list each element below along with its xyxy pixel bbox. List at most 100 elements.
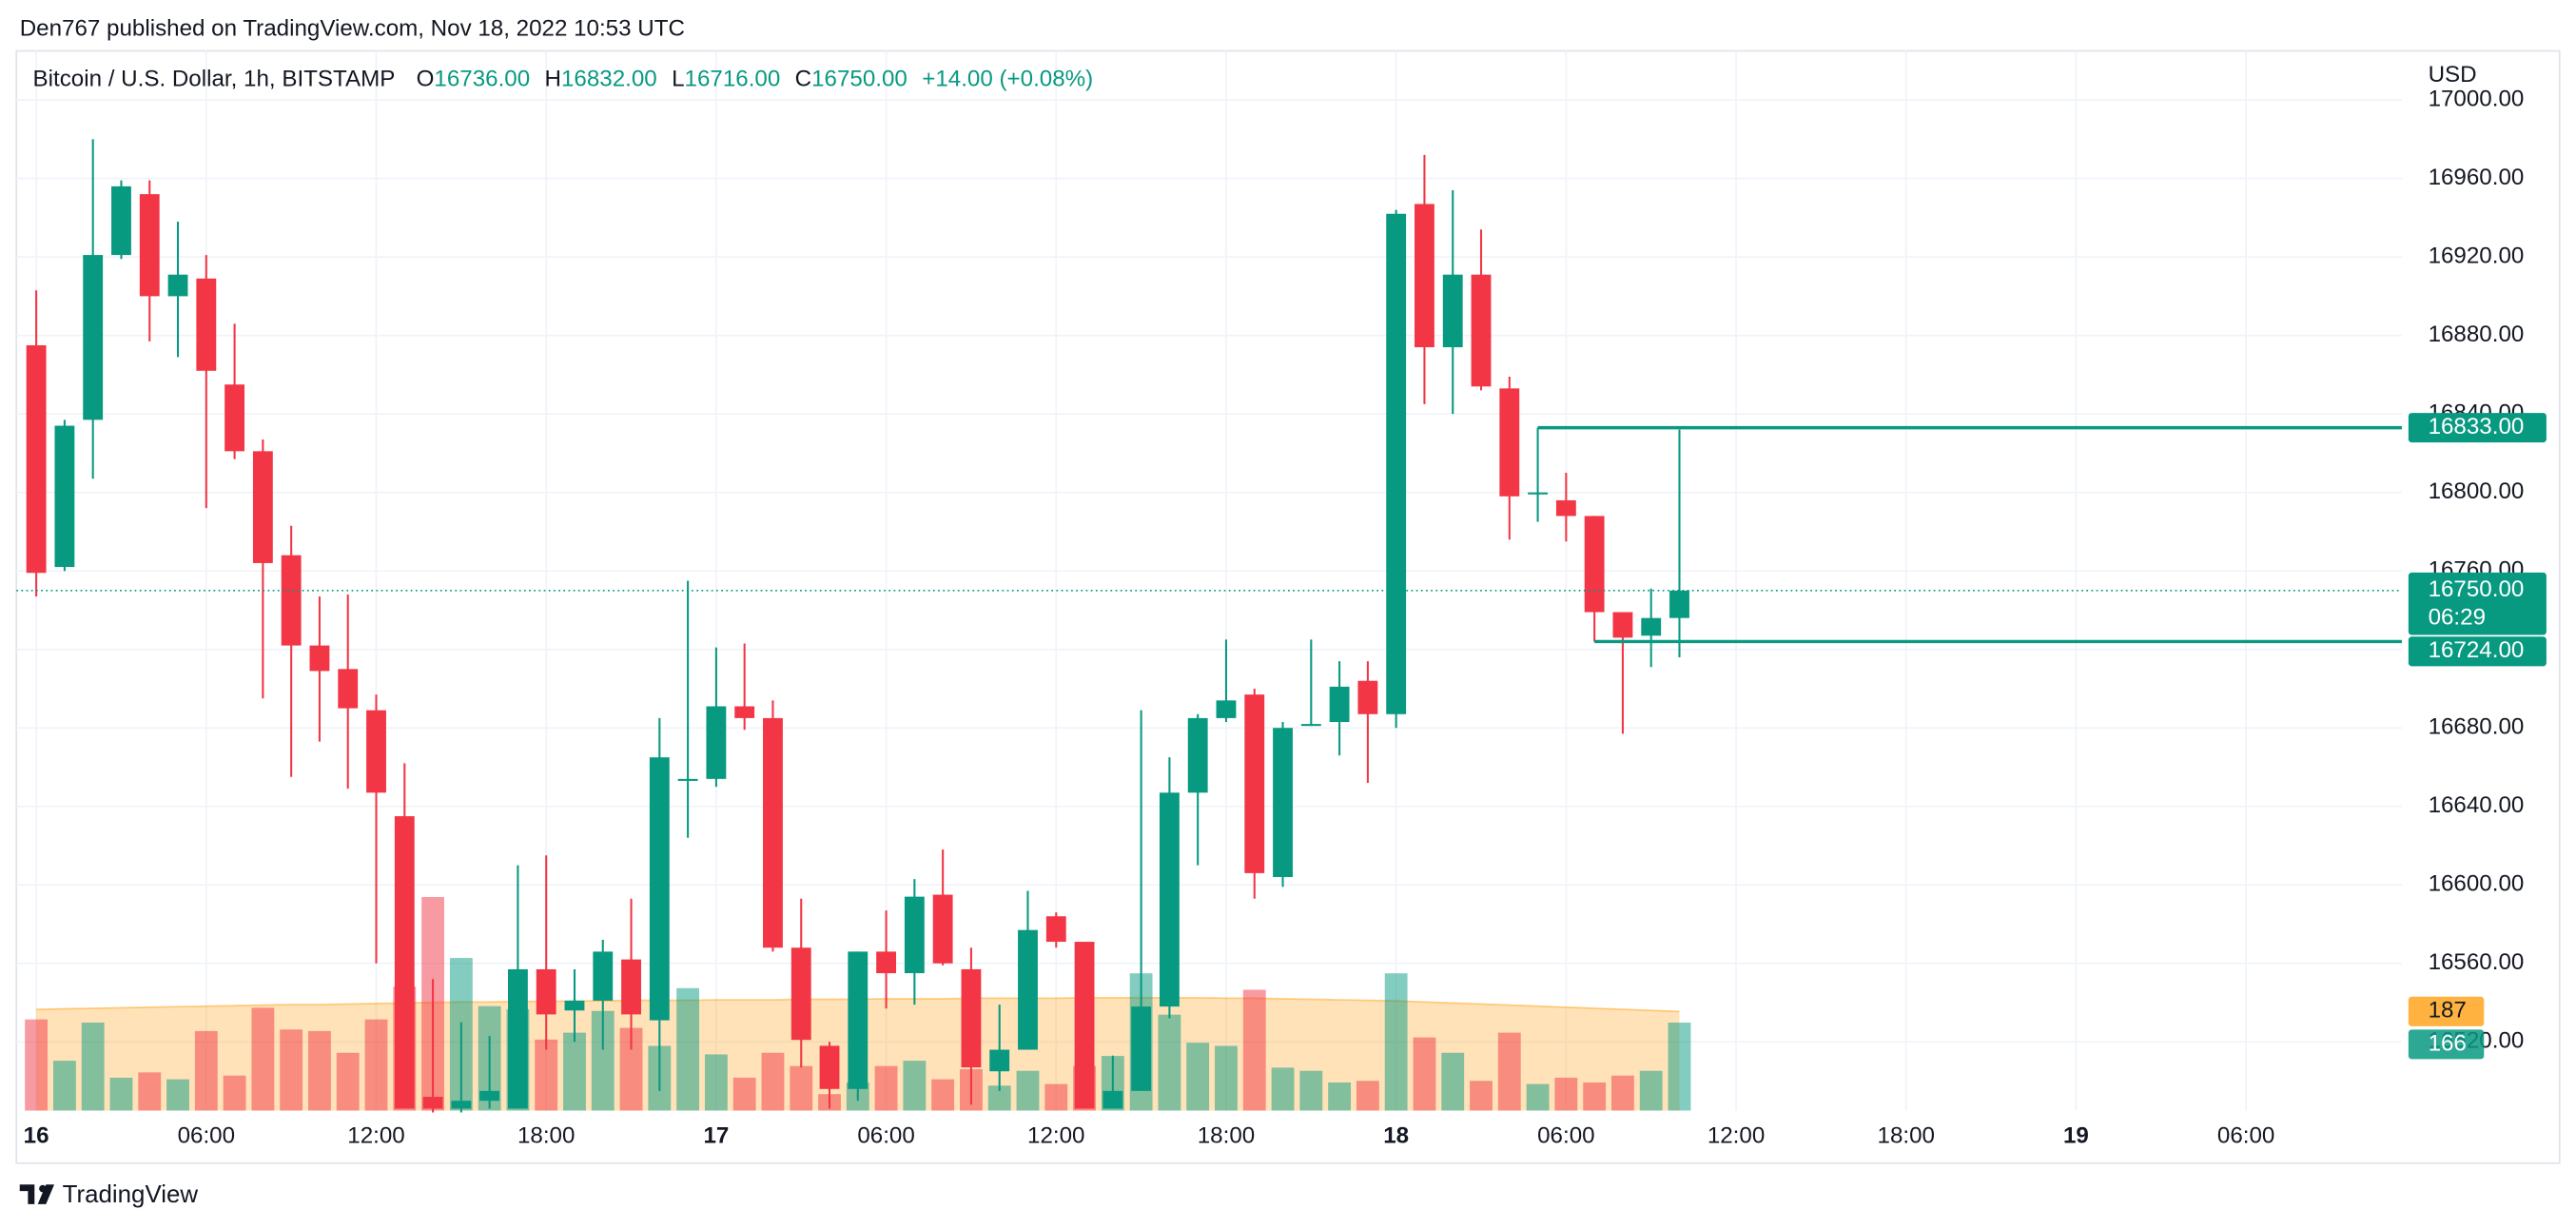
candle-body bbox=[564, 1000, 585, 1011]
candle-body bbox=[139, 194, 160, 297]
volume-bar bbox=[1384, 973, 1408, 1111]
candle-body bbox=[904, 896, 925, 974]
volume-bar bbox=[1526, 1083, 1550, 1111]
candle-body bbox=[593, 951, 614, 1001]
candle-body bbox=[734, 706, 755, 718]
volume-ma-box bbox=[2408, 996, 2485, 1026]
candle-body bbox=[876, 951, 897, 974]
volume-bar bbox=[1328, 1082, 1352, 1111]
volume-label: 166 bbox=[2429, 1030, 2467, 1056]
candle-body bbox=[819, 1045, 840, 1089]
volume-bar bbox=[1470, 1081, 1493, 1111]
candle-body bbox=[422, 1097, 443, 1109]
volume-bar bbox=[25, 1019, 49, 1111]
volume-bar bbox=[676, 987, 700, 1111]
candle-body bbox=[1300, 724, 1321, 727]
logo-dot bbox=[39, 1184, 47, 1193]
legend-key: O bbox=[417, 67, 435, 92]
volume-bar bbox=[1356, 1081, 1379, 1111]
candle-body bbox=[83, 255, 104, 420]
x-tick-label: 16 bbox=[24, 1123, 49, 1149]
last-price-label: 16750.00 bbox=[2429, 576, 2525, 602]
volume-bar bbox=[1554, 1077, 1578, 1111]
volume-ma-label: 187 bbox=[2429, 998, 2467, 1024]
candle-body bbox=[281, 555, 302, 646]
header: Den767 published on TradingView.com, Nov… bbox=[20, 15, 685, 41]
candle-body bbox=[224, 384, 245, 452]
candle-body bbox=[1045, 916, 1066, 943]
volume-bar bbox=[761, 1052, 785, 1111]
volume-bar bbox=[223, 1075, 246, 1111]
footer-brand: TradingView bbox=[63, 1181, 199, 1208]
level-label: 16833.00 bbox=[2429, 414, 2525, 439]
candle-body bbox=[1669, 590, 1689, 618]
legend-key: C bbox=[795, 67, 811, 92]
volume-bar bbox=[308, 1030, 331, 1111]
grid bbox=[16, 50, 2402, 1111]
candle-body bbox=[1386, 213, 1407, 714]
candle-body bbox=[338, 669, 359, 709]
candle-body bbox=[1159, 792, 1180, 1007]
candle-body bbox=[1555, 499, 1576, 517]
candle-body bbox=[1273, 728, 1293, 878]
volume-bar bbox=[109, 1077, 133, 1111]
volume-bar bbox=[251, 1007, 275, 1111]
candle-body bbox=[1187, 717, 1208, 793]
candle-body bbox=[677, 778, 698, 781]
volume-bar bbox=[1016, 1070, 1040, 1111]
candle-body bbox=[507, 968, 528, 1109]
volume-bar bbox=[987, 1085, 1011, 1111]
volume-bar bbox=[52, 1061, 76, 1111]
y-tick-label: 16640.00 bbox=[2429, 792, 2525, 818]
candle-body bbox=[961, 968, 982, 1068]
candle-body bbox=[1329, 686, 1350, 723]
volume-bar bbox=[166, 1079, 189, 1111]
volume-bar bbox=[1186, 1043, 1210, 1111]
legend-change: +14.00 (+0.08%) bbox=[922, 67, 1093, 92]
candle-body bbox=[26, 344, 47, 574]
volume-bar bbox=[364, 1019, 388, 1111]
volume-bar bbox=[790, 1065, 813, 1111]
x-tick-label: 12:00 bbox=[347, 1123, 404, 1149]
candle-body bbox=[1103, 1090, 1123, 1109]
candle-body bbox=[706, 706, 727, 779]
legend-value: 16832.00 bbox=[561, 67, 657, 92]
candle-body bbox=[763, 717, 783, 948]
candle-body bbox=[1131, 1006, 1152, 1091]
candle-body bbox=[394, 816, 415, 1109]
x-tick-label: 06:00 bbox=[1537, 1123, 1594, 1149]
chart-frame bbox=[15, 49, 2561, 1164]
volume-bar bbox=[138, 1072, 162, 1111]
candle-body bbox=[1244, 694, 1265, 873]
volume-bar bbox=[704, 1054, 728, 1111]
x-tick-label: 06:00 bbox=[178, 1123, 235, 1149]
x-tick-label: 18 bbox=[1383, 1123, 1409, 1149]
x-tick-label: 18:00 bbox=[1878, 1123, 1935, 1149]
candle-body bbox=[111, 185, 131, 256]
candle-body bbox=[451, 1101, 472, 1109]
x-tick-label: 12:00 bbox=[1708, 1123, 1765, 1149]
candle-body bbox=[1415, 204, 1434, 348]
candle-layer bbox=[26, 139, 1689, 1113]
candle-body bbox=[196, 278, 217, 371]
volume-bar bbox=[1413, 1037, 1436, 1111]
x-tick-label: 06:00 bbox=[2217, 1123, 2274, 1149]
volume-bar bbox=[194, 1030, 218, 1111]
volume-bar bbox=[732, 1077, 756, 1111]
candle-body bbox=[54, 425, 75, 568]
candle-body bbox=[309, 645, 330, 672]
candle-body bbox=[479, 1090, 500, 1102]
volume-bar bbox=[280, 1029, 303, 1111]
level-label: 16724.00 bbox=[2429, 637, 2525, 663]
volume-bar bbox=[336, 1052, 360, 1111]
volume-bar bbox=[591, 1010, 615, 1111]
candle-body bbox=[1528, 492, 1548, 495]
currency-label: USD bbox=[2429, 62, 2477, 88]
candle-body bbox=[1612, 612, 1633, 638]
level-label-box bbox=[2408, 636, 2547, 667]
volume-bar bbox=[1611, 1075, 1634, 1111]
volume-bar bbox=[1215, 1045, 1238, 1111]
volume-bar bbox=[81, 1023, 105, 1111]
candle-body bbox=[366, 710, 386, 793]
